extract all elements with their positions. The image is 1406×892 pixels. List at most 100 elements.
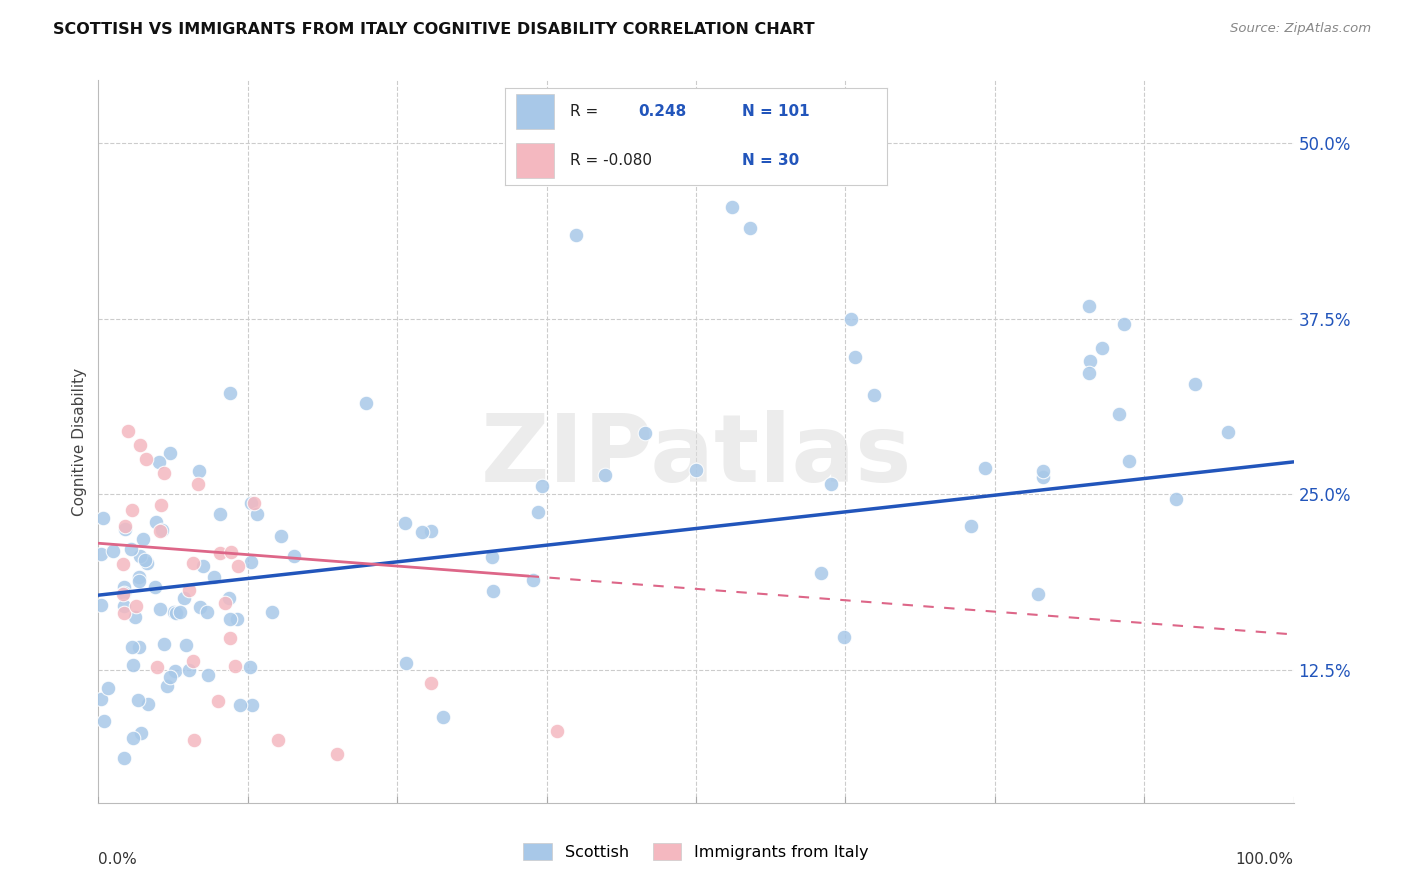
Point [159,446,181,460]
Point [1077,366,1099,380]
Point [229,698,252,713]
Text: 100.0%: 100.0% [1236,852,1294,867]
Point [593,468,616,483]
Text: SCOTTISH VS IMMIGRANTS FROM ITALY COGNITIVE DISABILITY CORRELATION CHART: SCOTTISH VS IMMIGRANTS FROM ITALY COGNIT… [53,22,815,37]
Point [197,667,219,681]
Point [138,698,160,712]
Point [159,670,181,684]
Point [844,350,866,364]
Point [150,523,173,537]
Point [1112,317,1135,331]
Point [565,227,588,242]
Point [240,555,263,569]
Point [419,676,441,690]
Point [155,680,177,694]
Point [128,640,150,654]
Point [283,549,305,563]
Point [1032,470,1054,484]
Point [267,732,290,747]
Point [207,694,229,708]
Point [149,524,172,539]
Point [834,630,856,644]
Point [239,659,262,673]
Point [1080,354,1102,368]
Point [841,311,863,326]
Point [131,726,153,740]
Point [114,522,136,536]
Point [1032,464,1054,478]
Point [91,511,114,525]
Point [129,438,152,452]
Point [218,591,240,605]
Point [1091,342,1114,356]
Point [103,544,125,558]
Point [136,556,159,570]
Point [174,638,197,652]
Point [721,200,744,214]
Point [112,581,135,595]
Point [128,574,150,588]
Point [685,463,707,477]
Point [181,654,204,668]
Point [219,612,242,626]
Point [129,549,152,563]
Point [112,586,135,600]
Point [177,664,200,678]
Point [163,665,186,679]
Point [93,714,115,728]
Point [112,750,135,764]
Point [546,723,568,738]
Text: 0.0%: 0.0% [98,852,138,867]
Point [820,477,842,491]
Point [132,532,155,546]
Point [432,710,454,724]
Point [240,496,263,510]
Point [97,681,120,695]
Point [173,591,195,605]
Point [188,464,211,478]
Point [810,566,832,580]
Point [183,732,205,747]
Point [195,605,218,619]
Point [221,545,243,559]
Point [202,570,225,584]
Point [862,388,884,402]
Point [226,558,249,573]
Point [146,660,169,674]
Point [394,516,416,530]
Point [121,640,143,655]
Point [188,600,211,615]
Point [165,606,187,620]
Point [411,524,433,539]
Point [90,547,112,561]
Point [90,692,112,706]
Point [225,611,247,625]
Point [1218,425,1240,440]
Point [214,596,236,610]
Point [134,553,156,567]
Point [243,496,266,510]
Point [1118,453,1140,467]
Point [121,658,143,673]
Point [224,659,246,673]
Text: Source: ZipAtlas.com: Source: ZipAtlas.com [1230,22,1371,36]
Point [124,610,146,624]
Y-axis label: Cognitive Disability: Cognitive Disability [72,368,87,516]
Point [482,584,505,599]
Text: ZIPatlas: ZIPatlas [481,410,911,502]
Point [262,605,284,619]
Point [149,602,172,616]
Point [218,385,240,400]
Legend: Scottish, Immigrants from Italy: Scottish, Immigrants from Italy [523,843,869,860]
Point [163,605,186,619]
Point [148,455,170,469]
Point [153,466,176,480]
Point [193,558,215,573]
Point [128,569,150,583]
Point [481,549,503,564]
Point [127,693,149,707]
Point [530,479,553,493]
Point [395,657,418,671]
Point [270,529,292,543]
Point [245,508,267,522]
